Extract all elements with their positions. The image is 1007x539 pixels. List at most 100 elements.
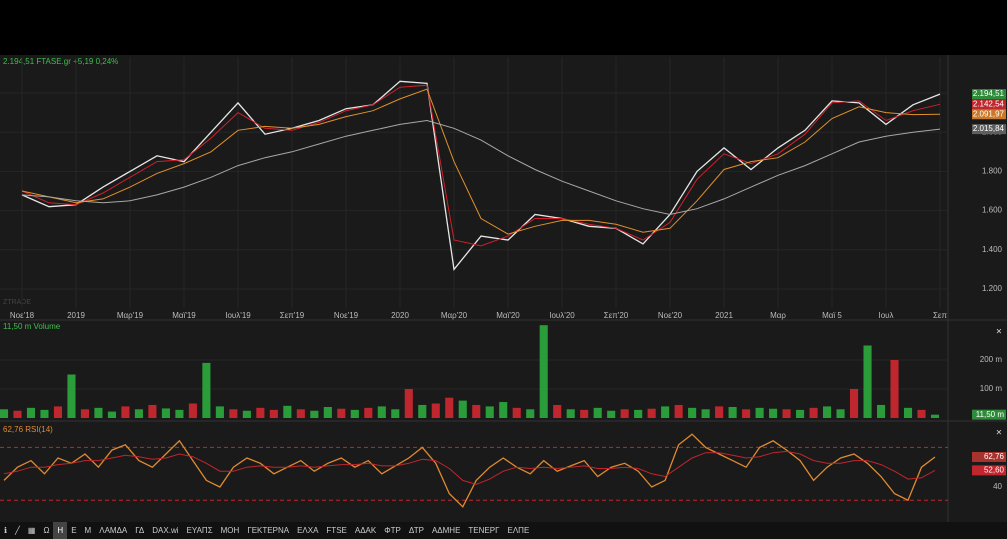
- volume-bar: [94, 407, 103, 418]
- toolbar-item[interactable]: DAX.wi: [152, 526, 179, 535]
- toolbar-item[interactable]: Ε: [71, 526, 77, 535]
- volume-bar: [836, 409, 845, 418]
- toolbar-item[interactable]: ΛΑΜΔΑ: [99, 526, 128, 535]
- volume-bar: [903, 407, 913, 418]
- x-tick-label: 2021: [715, 311, 733, 320]
- volume-bar: [620, 409, 629, 418]
- volume-bar: [323, 406, 332, 418]
- volume-bar: [161, 408, 170, 418]
- toolbar-item[interactable]: ΕΛΧΑ: [297, 526, 319, 535]
- volume-bar: [863, 345, 872, 418]
- volume-bar: [661, 406, 670, 418]
- x-tick-label: Σεπ: [933, 311, 948, 320]
- value-label: 52,60: [984, 465, 1005, 474]
- x-tick-label: Νοε'19: [334, 311, 359, 320]
- toolbar-item[interactable]: ΕΛΠΕ: [507, 526, 530, 535]
- y-tick-label: 1.200: [982, 284, 1003, 293]
- x-tick-label: Σεπ'20: [604, 311, 629, 320]
- toolbar-item[interactable]: ΤΕΝΕΡΓ: [468, 526, 500, 535]
- volume-bar: [647, 408, 656, 418]
- y-tick-label: 1.600: [982, 206, 1003, 215]
- toolbar-item[interactable]: Η: [53, 522, 68, 539]
- volume-bar: [890, 359, 899, 418]
- toolbar-item[interactable]: ΜΟΗ: [220, 526, 240, 535]
- volume-bar: [431, 403, 440, 418]
- volume-bar: [715, 406, 724, 418]
- volume-bar: [930, 414, 940, 418]
- volume-bar: [742, 409, 751, 418]
- value-label-box: [972, 124, 1006, 135]
- volume-bar: [188, 403, 197, 418]
- x-tick-label: Ιουλ'20: [549, 311, 575, 320]
- y-tick-label: 40: [993, 482, 1002, 491]
- toolbar-item[interactable]: ΑΔΜΗΕ: [431, 526, 461, 535]
- grid-icon[interactable]: ▦: [27, 526, 36, 535]
- volume-bar: [472, 404, 481, 418]
- close-button[interactable]: ×: [996, 327, 1002, 338]
- volume-bar: [458, 400, 467, 418]
- volume-bar: [512, 407, 521, 418]
- volume-bar: [391, 409, 400, 418]
- volume-bar: [499, 402, 508, 418]
- volume-bar: [134, 409, 143, 418]
- toolbar-item[interactable]: Ω: [43, 526, 50, 535]
- toolbar-item[interactable]: Μ: [84, 526, 92, 535]
- volume-bar: [701, 409, 710, 418]
- volume-bar: [229, 409, 238, 418]
- value-label: 2.142,54: [973, 99, 1005, 108]
- x-tick-label: Μαϊ'19: [172, 311, 196, 320]
- volume-bar: [917, 409, 926, 418]
- volume-bar: [674, 404, 683, 418]
- toolbar-item[interactable]: ΓΕΚΤΕΡΝΑ: [247, 526, 290, 535]
- volume-bar: [553, 404, 562, 418]
- x-tick-label: Μαϊ 5: [822, 311, 842, 320]
- value-label: 2.091,97: [973, 109, 1005, 118]
- x-tick-label: Ιουλ'19: [225, 311, 251, 320]
- volume-bar: [796, 409, 805, 418]
- volume-bar: [26, 407, 36, 418]
- volume-bar: [634, 409, 643, 418]
- volume-bar: [377, 406, 386, 418]
- panel-title: 62,76 RSI(14): [3, 425, 53, 434]
- y-tick-label: 1.400: [982, 245, 1003, 254]
- volume-bar: [607, 410, 616, 418]
- volume-bar: [849, 388, 859, 418]
- value-label-box: [972, 451, 1006, 462]
- value-label-box: [972, 409, 1006, 420]
- toolbar-item[interactable]: ΔΤΡ: [408, 526, 424, 535]
- panel-title: 2.194,51 FTASE.gr +5,19 0,24%: [3, 57, 118, 66]
- series-line: [3, 450, 936, 485]
- toolbar-item[interactable]: ΓΔ: [135, 526, 145, 535]
- series-line: [21, 119, 941, 216]
- toolbar-item[interactable]: ΦΤΡ: [384, 526, 401, 535]
- volume-bar: [80, 409, 90, 418]
- volume-bar: [53, 406, 63, 418]
- series-line: [3, 433, 936, 508]
- volume-bar: [539, 325, 548, 418]
- x-tick-label: Σεπ'19: [280, 311, 305, 320]
- series-line: [21, 88, 941, 235]
- volume-bar: [67, 374, 76, 418]
- toolbar-item[interactable]: ΑΔΑΚ: [354, 526, 377, 535]
- close-button[interactable]: ×: [996, 428, 1002, 439]
- draw-icon[interactable]: ╱: [15, 526, 20, 535]
- volume-bar: [823, 406, 832, 418]
- volume-bar: [283, 405, 292, 418]
- value-label: 2.015,84: [973, 124, 1005, 133]
- toolbar-item[interactable]: ΕΥΑΠΣ: [186, 526, 213, 535]
- toolbar: ℹ ╱ ▦ Ω Η Ε Μ ΛΑΜΔΑ ΓΔ DAX.wi ΕΥΑΠΣ ΜΟΗ ΓΕΚΤΕΡΝΑ Ε…: [0, 522, 1007, 539]
- toolbar-item[interactable]: FTSE: [326, 526, 347, 535]
- x-tick-label: 2019: [67, 311, 85, 320]
- x-tick-label: Μαϊ'20: [496, 311, 520, 320]
- info-icon[interactable]: ℹ: [4, 526, 8, 535]
- volume-bar: [593, 407, 602, 418]
- x-tick-label: Μαρ: [770, 311, 786, 320]
- volume-bar: [445, 397, 454, 418]
- x-tick-label: Νοε'18: [10, 311, 35, 320]
- volume-bar: [0, 409, 9, 418]
- value-label: 2.194,51: [973, 89, 1005, 98]
- value-label-box: [972, 465, 1006, 476]
- value-label-box: [972, 99, 1006, 110]
- volume-bar: [337, 408, 346, 418]
- volume-bar: [256, 407, 265, 418]
